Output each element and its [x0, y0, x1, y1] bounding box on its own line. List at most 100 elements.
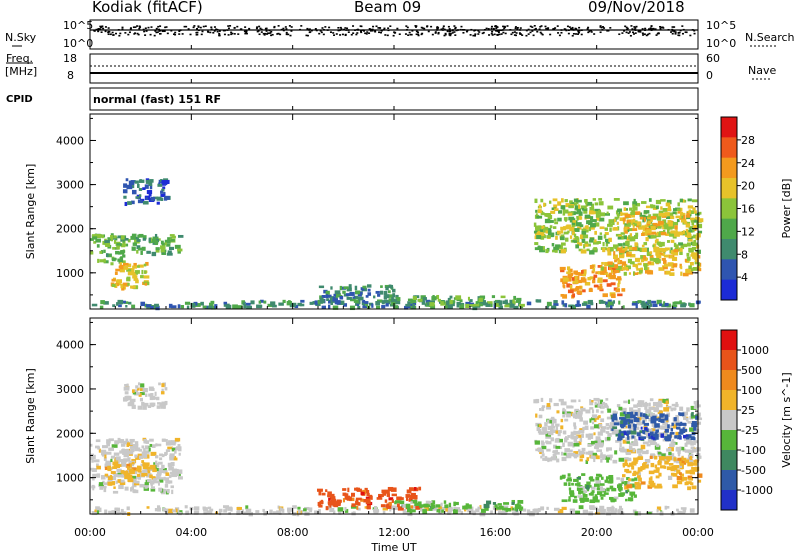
scatter-cell: [101, 234, 104, 239]
scatter-cell: [136, 245, 141, 250]
nsky-sample: [606, 29, 609, 32]
scatter-cell: [697, 223, 703, 229]
scatter-cell: [674, 301, 680, 305]
scatter-cell: [277, 505, 280, 509]
scatter-cell: [594, 512, 601, 515]
nsky-sample: [580, 33, 583, 36]
scatter-cell: [578, 505, 584, 510]
scatter-cell: [150, 488, 156, 492]
scatter-cell: [134, 180, 139, 184]
scatter-cell: [106, 441, 110, 447]
scatter-cell: [173, 457, 178, 461]
scatter-cell: [498, 302, 502, 306]
scatter-cell: [658, 248, 663, 252]
nsky-sample: [689, 34, 692, 37]
scatter-cell: [184, 505, 188, 509]
scatter-cell: [210, 300, 215, 304]
nsky-sample: [339, 34, 342, 36]
scatter-cell: [658, 212, 665, 217]
velocity-colorbar-label: Velocity [m s^-1]: [780, 372, 793, 467]
scatter-cell: [695, 235, 699, 241]
scatter-cell: [685, 223, 691, 228]
scatter-cell: [574, 236, 579, 241]
scatter-cell: [144, 445, 149, 450]
scatter-cell: [665, 404, 669, 408]
scatter-cell: [460, 511, 464, 515]
scatter-cell: [410, 299, 417, 304]
scatter-cell: [697, 455, 702, 459]
scatter-cell: [128, 477, 134, 483]
scatter-cell: [696, 421, 702, 425]
scatter-cell: [545, 230, 548, 234]
scatter-cell: [158, 487, 163, 492]
scatter-cell: [438, 508, 441, 513]
scatter-cell: [615, 433, 619, 437]
scatter-cell: [624, 485, 629, 490]
scatter-cell: [137, 468, 142, 473]
scatter-cell: [671, 439, 675, 442]
scatter-cell: [350, 505, 357, 509]
scatter-cell: [666, 199, 672, 205]
scatter-cell: [409, 495, 414, 500]
scatter-cell: [342, 488, 347, 491]
scatter-cell: [690, 405, 697, 410]
scatter-cell: [607, 299, 612, 303]
scatter-cell: [104, 509, 108, 514]
scatter-cell: [631, 398, 635, 402]
scatter-cell: [589, 239, 594, 243]
scatter-cell: [156, 505, 161, 509]
velocity-colorbar-tick-label: 500: [741, 364, 762, 377]
scatter-cell: [569, 492, 575, 498]
nsearch-tick-low: 10^0: [706, 37, 737, 50]
scatter-cell: [123, 453, 129, 458]
nsky-sample: [626, 27, 629, 30]
nsky-sample: [407, 34, 410, 36]
scatter-cell: [142, 237, 147, 241]
scatter-cell: [332, 305, 339, 310]
scatter-cell: [170, 305, 177, 309]
scatter-cell: [643, 210, 650, 214]
scatter-cell: [637, 413, 642, 418]
nsky-sample: [488, 34, 491, 36]
scatter-cell: [230, 508, 233, 512]
scatter-cell: [150, 464, 156, 469]
scatter-cell: [451, 300, 456, 304]
scatter-cell: [674, 211, 678, 215]
scatter-cell: [673, 208, 678, 212]
scatter-cell: [243, 302, 246, 305]
scatter-cell: [628, 420, 632, 424]
nsky-sample: [426, 25, 429, 28]
scatter-cell: [161, 454, 165, 458]
scatter-cell: [394, 506, 398, 510]
scatter-cell: [697, 218, 704, 223]
scatter-cell: [139, 397, 144, 402]
scatter-cell: [121, 511, 125, 515]
scatter-cell: [550, 437, 554, 442]
scatter-cell: [399, 500, 405, 505]
scatter-cell: [464, 508, 467, 512]
scatter-cell: [571, 223, 575, 229]
nsky-sample: [185, 25, 188, 28]
nsky-sample: [144, 34, 147, 36]
scatter-cell: [675, 244, 679, 248]
scatter-cell: [303, 508, 307, 512]
nsky-sample: [306, 27, 309, 30]
scatter-cell: [623, 431, 629, 436]
scatter-cell: [618, 250, 625, 253]
scatter-cell: [137, 247, 143, 251]
scatter-cell: [381, 489, 386, 494]
scatter-cell: [691, 466, 697, 470]
scatter-cell: [573, 270, 578, 275]
scatter-cell: [656, 232, 661, 238]
scatter-cell: [667, 205, 672, 210]
nsky-sample: [578, 31, 581, 34]
scatter-cell: [632, 441, 638, 444]
scatter-cell: [649, 204, 654, 207]
nsky-sample: [347, 31, 350, 33]
scatter-cell: [560, 205, 566, 210]
nsky-sample: [366, 31, 369, 33]
nsky-sample: [289, 34, 292, 37]
scatter-cell: [617, 436, 623, 441]
scatter-cell: [606, 487, 610, 492]
scatter-cell: [655, 249, 658, 253]
